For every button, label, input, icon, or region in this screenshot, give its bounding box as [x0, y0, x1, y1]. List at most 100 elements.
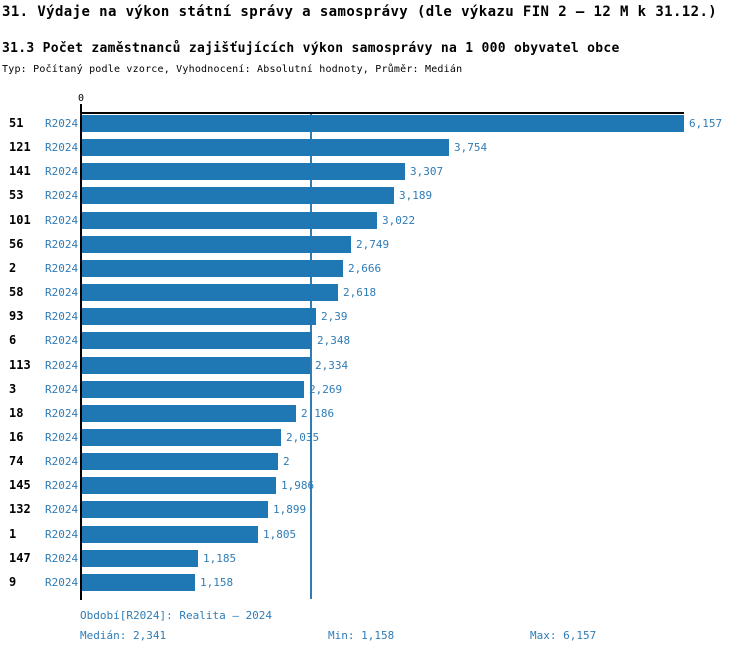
value-bar	[82, 501, 268, 518]
series-period-tag: R2024	[45, 576, 79, 589]
bar-row: 9 R2024 1,158	[0, 574, 750, 591]
series-period-tag: R2024	[45, 310, 79, 323]
row-id-label: 1	[9, 527, 17, 541]
bar-value-label: 3,022	[382, 214, 416, 227]
value-bar	[82, 550, 198, 567]
series-period-tag: R2024	[45, 479, 79, 492]
bar-row: 56 R2024 2,749	[0, 236, 750, 253]
axis-zero-tick	[80, 104, 82, 113]
axis-zero-label: 0	[77, 93, 85, 104]
series-period-tag: R2024	[45, 528, 79, 541]
axis-left-line	[80, 112, 82, 600]
bar-row: 6 R2024 2,348	[0, 332, 750, 349]
bar-value-label: 2,666	[348, 262, 382, 275]
page-title: 31. Výdaje na výkon státní správy a samo…	[2, 4, 718, 20]
bar-row: 147 R2024 1,185	[0, 550, 750, 567]
bar-value-label: 3,307	[410, 165, 444, 178]
bar-value-label: 6,157	[689, 117, 723, 130]
bar-value-label: 2,39	[321, 310, 348, 323]
bar-row: 1 R2024 1,805	[0, 526, 750, 543]
series-period-tag: R2024	[45, 141, 79, 154]
row-id-label: 93	[9, 309, 24, 323]
stat-max: Max: 6,157	[530, 629, 597, 642]
row-id-label: 113	[9, 358, 31, 372]
value-bar	[82, 453, 278, 470]
bar-row: 53 R2024 3,189	[0, 187, 750, 204]
row-id-label: 2	[9, 261, 17, 275]
bar-value-label: 2,269	[309, 383, 343, 396]
row-id-label: 132	[9, 502, 31, 516]
axis-top-line	[80, 112, 684, 114]
series-period-tag: R2024	[45, 359, 79, 372]
value-bar	[82, 357, 310, 374]
series-period-tag: R2024	[45, 455, 79, 468]
series-period-tag: R2024	[45, 431, 79, 444]
bar-row: 113 R2024 2,334	[0, 357, 750, 374]
bar-row: 58 R2024 2,618	[0, 284, 750, 301]
value-bar	[82, 477, 276, 494]
bar-row: 18 R2024 2,186	[0, 405, 750, 422]
bar-row: 121 R2024 3,754	[0, 139, 750, 156]
series-period-tag: R2024	[45, 117, 79, 130]
bar-row: 2 R2024 2,666	[0, 260, 750, 277]
row-id-label: 18	[9, 406, 24, 420]
series-period-tag: R2024	[45, 262, 79, 275]
row-id-label: 3	[9, 382, 17, 396]
value-bar	[82, 308, 316, 325]
bar-row: 93 R2024 2,39	[0, 308, 750, 325]
stat-median: Medián: 2,341	[80, 629, 167, 642]
row-id-label: 141	[9, 164, 31, 178]
bar-row: 51 R2024 6,157	[0, 115, 750, 132]
value-bar	[82, 526, 258, 543]
bar-value-label: 2,334	[315, 359, 349, 372]
row-id-label: 145	[9, 478, 31, 492]
bar-value-label: 1,986	[281, 479, 315, 492]
bar-row: 74 R2024 2	[0, 453, 750, 470]
value-bar	[82, 163, 405, 180]
series-period-tag: R2024	[45, 407, 79, 420]
series-period-tag: R2024	[45, 189, 79, 202]
row-id-label: 51	[9, 116, 24, 130]
value-bar	[82, 260, 343, 277]
bar-value-label: 2,618	[343, 286, 377, 299]
series-period-tag: R2024	[45, 552, 79, 565]
bar-row: 141 R2024 3,307	[0, 163, 750, 180]
stat-min: Min: 1,158	[328, 629, 395, 642]
row-id-label: 147	[9, 551, 31, 565]
series-period-tag: R2024	[45, 238, 79, 251]
bar-value-label: 1,158	[200, 576, 234, 589]
value-bar	[82, 332, 312, 349]
bar-row: 145 R2024 1,986	[0, 477, 750, 494]
row-id-label: 16	[9, 430, 24, 444]
bar-value-label: 3,754	[454, 141, 488, 154]
series-period-tag: R2024	[45, 383, 79, 396]
row-id-label: 53	[9, 188, 24, 202]
bar-value-label: 2	[283, 455, 290, 468]
row-id-label: 121	[9, 140, 31, 154]
value-bar	[82, 574, 195, 591]
bar-value-label: 1,185	[203, 552, 237, 565]
row-id-label: 6	[9, 333, 17, 347]
bar-value-label: 1,805	[263, 528, 297, 541]
row-id-label: 58	[9, 285, 24, 299]
series-period-tag: R2024	[45, 286, 79, 299]
series-period-tag: R2024	[45, 165, 79, 178]
period-legend: Období[R2024]: Realita – 2024	[80, 609, 273, 622]
row-id-label: 56	[9, 237, 24, 251]
value-bar	[82, 405, 296, 422]
row-id-label: 9	[9, 575, 17, 589]
value-bar	[82, 139, 449, 156]
series-period-tag: R2024	[45, 334, 79, 347]
bar-row: 3 R2024 2,269	[0, 381, 750, 398]
value-bar	[82, 381, 304, 398]
series-period-tag: R2024	[45, 503, 79, 516]
bar-value-label: 3,189	[399, 189, 433, 202]
chart-meta-info: Typ: Počítaný podle vzorce, Vyhodnocení:…	[2, 64, 463, 75]
value-bar	[82, 429, 281, 446]
value-bar	[82, 236, 351, 253]
bar-row: 16 R2024 2,035	[0, 429, 750, 446]
bar-value-label: 2,035	[286, 431, 320, 444]
bar-row: 132 R2024 1,899	[0, 501, 750, 518]
